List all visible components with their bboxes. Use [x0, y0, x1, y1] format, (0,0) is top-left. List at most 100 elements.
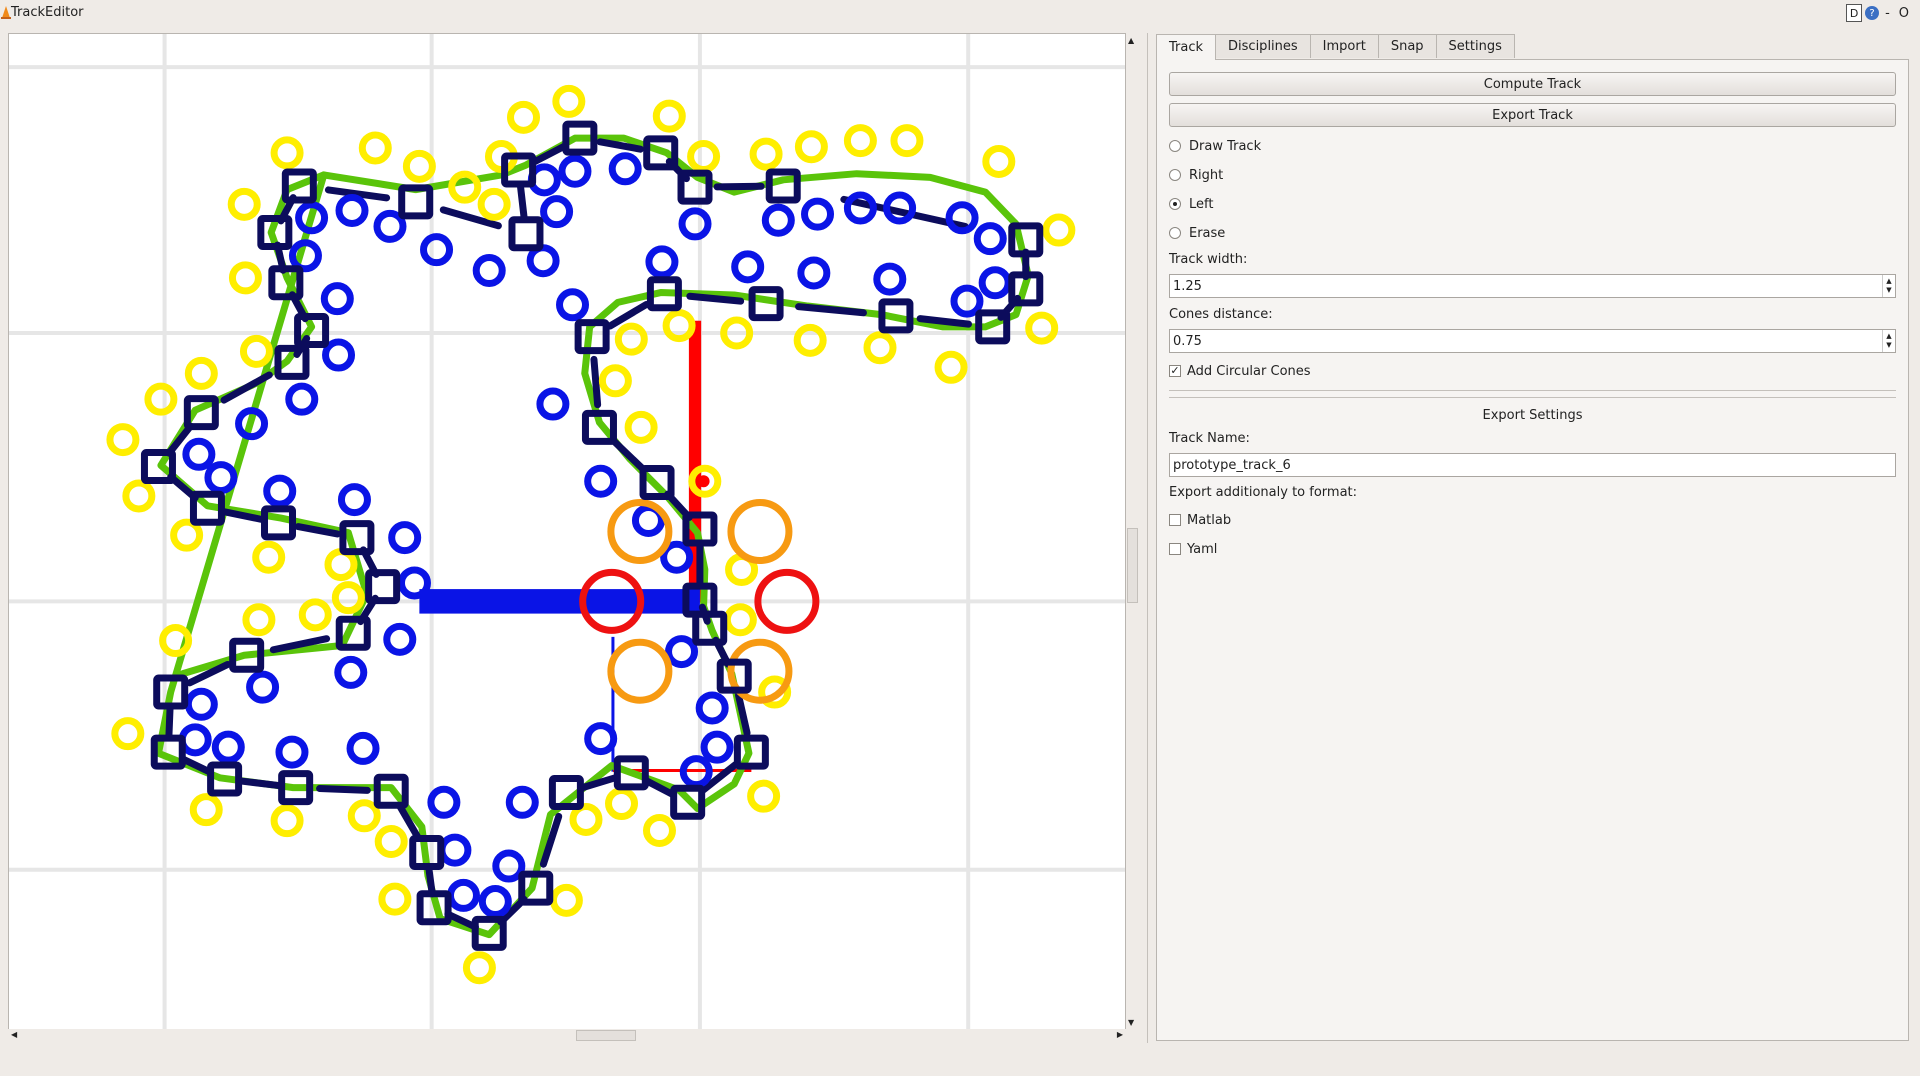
control-segment	[324, 186, 391, 202]
yaml-checkbox[interactable]	[1169, 543, 1181, 555]
mode-draw-track[interactable]: Draw Track	[1169, 137, 1261, 155]
scroll-right-icon[interactable]: ▶	[1116, 1030, 1123, 1039]
right-cone	[584, 722, 618, 756]
track-tab-panel: Compute Track Export Track Draw Track Ri…	[1156, 59, 1909, 1041]
left-cone	[189, 793, 223, 827]
control-point	[281, 168, 317, 204]
left-cone	[982, 144, 1016, 178]
control-segment	[165, 703, 174, 741]
maximize-button[interactable]: O	[1898, 5, 1909, 21]
right-cone	[388, 521, 422, 555]
right-cone	[700, 730, 734, 764]
control-segment	[316, 785, 371, 794]
tab-track[interactable]: Track	[1156, 34, 1217, 60]
mode-right[interactable]: Right	[1169, 166, 1223, 184]
left-cone	[170, 518, 204, 552]
left-cone	[111, 717, 145, 751]
right-cone	[285, 382, 319, 416]
right-cone	[275, 735, 309, 769]
control-segment	[186, 660, 232, 687]
right-cone	[584, 464, 618, 498]
left-cone	[252, 540, 286, 574]
left-cone	[1025, 311, 1059, 345]
control-point	[153, 674, 189, 710]
right-cone	[883, 191, 917, 225]
horizontal-scrollbar[interactable]: ◀ ▶	[8, 1029, 1126, 1042]
horizontal-scroll-thumb[interactable]	[576, 1030, 636, 1041]
spin-arrows-icon[interactable]: ▲ ▼	[1882, 330, 1895, 352]
tab-import[interactable]: Import	[1309, 34, 1379, 58]
control-point	[373, 773, 409, 809]
left-cone	[688, 464, 722, 498]
left-cone	[569, 802, 603, 836]
control-point	[409, 835, 445, 871]
divider	[1169, 397, 1896, 398]
erase-radio[interactable]	[1169, 227, 1181, 239]
control-point	[733, 734, 769, 770]
control-point	[643, 135, 679, 171]
right-radio[interactable]	[1169, 169, 1181, 181]
right-cone	[288, 239, 322, 273]
right-cone	[263, 474, 297, 508]
track-name-input[interactable]: prototype_track_6	[1169, 453, 1896, 477]
draw-track-radio[interactable]	[1169, 140, 1181, 152]
left-cone	[605, 787, 639, 821]
mode-erase[interactable]: Erase	[1169, 224, 1225, 242]
vertical-scrollbar[interactable]: ▲ ▼	[1126, 33, 1139, 1030]
tab-snap[interactable]: Snap	[1377, 34, 1437, 58]
right-cone	[761, 203, 795, 237]
track-width-spinbox[interactable]: 1.25 ▲ ▼	[1169, 274, 1896, 298]
right-cone	[335, 193, 369, 227]
format-yaml-option[interactable]: Yaml	[1169, 540, 1217, 558]
compute-track-button[interactable]: Compute Track	[1169, 72, 1896, 96]
mode-left[interactable]: Left	[1169, 195, 1213, 213]
control-segment	[439, 206, 502, 230]
matlab-checkbox[interactable]	[1169, 514, 1181, 526]
tab-settings[interactable]: Settings	[1435, 34, 1515, 58]
control-point	[639, 464, 675, 500]
tab-bar: Track Disciplines Import Snap Settings	[1156, 34, 1515, 60]
control-point	[508, 216, 544, 252]
add-circular-cones-checkbox[interactable]: ✓	[1169, 364, 1181, 377]
minimize-button[interactable]: -	[1885, 5, 1890, 21]
track-drawing[interactable]	[9, 34, 1125, 1029]
yaml-label: Yaml	[1187, 541, 1218, 557]
cones-distance-spinbox[interactable]: 0.75 ▲ ▼	[1169, 329, 1896, 353]
right-cone	[295, 201, 329, 235]
help-icon[interactable]: ?	[1865, 6, 1880, 20]
add-circular-cones-option[interactable]: ✓ Add Circular Cones	[1169, 362, 1311, 380]
big-orange-cone	[607, 499, 673, 564]
scroll-left-icon[interactable]: ◀	[11, 1030, 18, 1039]
scroll-down-icon[interactable]: ▼	[1128, 1018, 1135, 1027]
left-cone	[378, 882, 412, 916]
control-point	[692, 610, 728, 646]
left-cone	[747, 779, 781, 813]
vertical-scroll-thumb[interactable]	[1127, 528, 1138, 603]
draw-track-label: Draw Track	[1189, 138, 1262, 154]
right-cone	[373, 209, 407, 243]
start-gate-cone	[579, 568, 645, 634]
splitter[interactable]	[1147, 33, 1148, 1043]
left-cone	[477, 187, 511, 221]
track-canvas[interactable]	[8, 33, 1126, 1030]
right-cone	[645, 245, 679, 279]
left-cone	[863, 331, 897, 365]
d-button[interactable]: D	[1846, 4, 1863, 22]
right-cone	[427, 785, 461, 819]
big-orange-cone	[727, 638, 793, 704]
tab-disciplines[interactable]: Disciplines	[1215, 34, 1311, 58]
right-cone	[973, 222, 1007, 256]
format-matlab-option[interactable]: Matlab	[1169, 511, 1231, 529]
right-cone	[246, 670, 280, 704]
cones-distance-value: 0.75	[1173, 333, 1202, 349]
left-cone	[890, 124, 924, 158]
left-radio[interactable]	[1169, 198, 1181, 210]
control-segment	[735, 691, 751, 737]
control-point	[975, 309, 1011, 345]
right-cone	[178, 723, 212, 757]
control-point	[229, 637, 265, 673]
scroll-up-icon[interactable]: ▲	[1128, 36, 1135, 45]
export-track-button[interactable]: Export Track	[1169, 103, 1896, 127]
window-titlebar: TrackEditor D ? - O	[0, 0, 1920, 26]
spin-arrows-icon[interactable]: ▲ ▼	[1882, 275, 1895, 297]
